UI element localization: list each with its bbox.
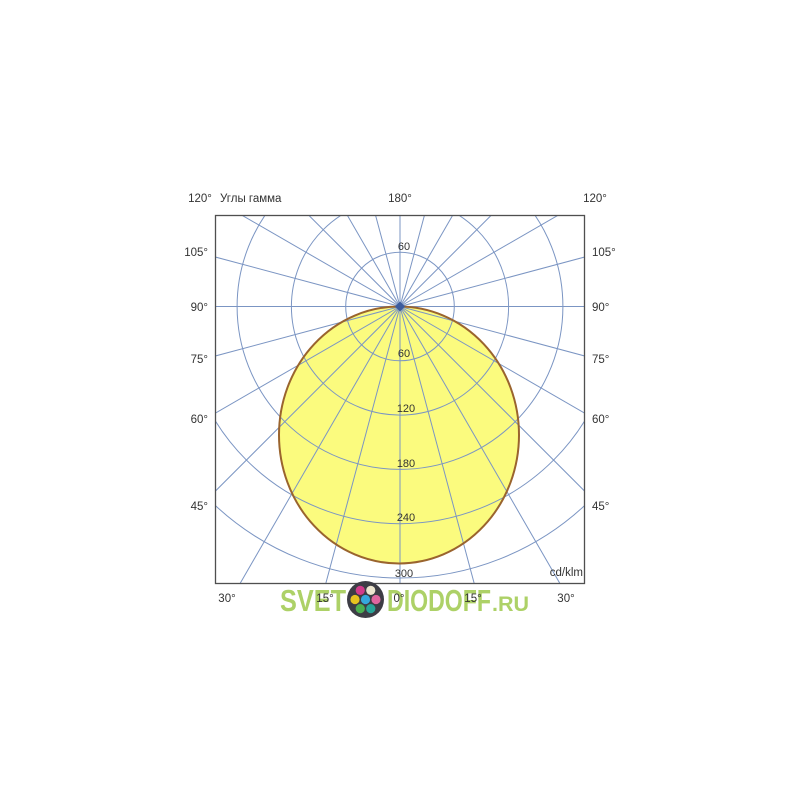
chart-title: Углы гамма <box>220 193 282 205</box>
color-wheel-logo-icon <box>347 581 384 618</box>
grid-ray <box>215 306 401 492</box>
logo-petal-dot <box>350 594 360 605</box>
polar-grid <box>215 215 585 584</box>
logo-petal-dot <box>355 603 365 614</box>
angle-label-left-105: 105° <box>184 247 208 259</box>
angle-label-left-90: 90° <box>191 302 208 314</box>
angle-label-bottom-0: 0° <box>394 593 405 605</box>
radial-tick-120: 120 <box>397 403 415 415</box>
angle-label-bottom-30R: 30° <box>557 593 574 605</box>
unit-label: cd/klm <box>550 567 583 579</box>
angle-label-left-60: 60° <box>191 414 208 426</box>
angle-label-right-90: 90° <box>592 302 609 314</box>
watermark-text-svet: SVET <box>280 583 346 618</box>
grid-ray <box>399 215 425 307</box>
radial-tick-180: 180 <box>397 458 415 470</box>
angle-label-bottom-30L: 30° <box>218 593 235 605</box>
radial-tick-240: 240 <box>397 512 415 524</box>
angle-label-top-center: 180° <box>388 193 412 205</box>
angle-label-top-right: 120° <box>583 193 607 205</box>
grid-ray <box>215 256 401 307</box>
watermark-text-diodoff: DIODOFF <box>387 583 491 618</box>
origin-marker <box>395 301 405 312</box>
grid-ray <box>399 306 585 414</box>
axis-labels: 120° Углы гамма 180° 120° 105° 90° 75° 6… <box>184 193 616 605</box>
distribution-curve-fill <box>279 306 519 564</box>
grid-ray <box>346 215 401 307</box>
grid-ray <box>399 306 561 584</box>
angle-label-top-left: 120° <box>188 193 212 205</box>
grid-ray <box>399 215 559 307</box>
plot-border <box>214 214 586 585</box>
logo-petal-dot <box>366 603 376 614</box>
radial-tick-60: 60 <box>398 348 410 360</box>
logo-petal-dot <box>366 585 376 596</box>
logo-center-dot <box>360 594 371 605</box>
angle-label-right-60: 60° <box>592 414 609 426</box>
grid-ray <box>399 256 585 307</box>
curve-outline-layer <box>278 301 520 565</box>
grid-ray <box>325 306 401 584</box>
grid-ray <box>399 306 475 584</box>
grid-ray <box>399 306 585 357</box>
logo-petal-dot <box>355 585 365 596</box>
angle-label-right-45: 45° <box>592 501 609 513</box>
grid-ray <box>308 215 401 307</box>
angle-label-bottom-15R: 15° <box>464 593 481 605</box>
curve-fill-layer <box>279 306 519 564</box>
watermark-text-ru: .RU <box>492 593 529 616</box>
angle-label-right-75: 75° <box>592 354 609 366</box>
watermark: SVET DIODOFF .RU <box>280 581 529 618</box>
radial-tick-60-upper: 60 <box>398 241 410 253</box>
grid-ray <box>375 215 401 307</box>
grid-ray <box>241 215 401 307</box>
logo-petal-dot <box>371 594 381 605</box>
grid-ray <box>215 306 401 414</box>
grid-ray <box>215 306 401 357</box>
angle-label-bottom-15L: 15° <box>316 593 333 605</box>
grid-ray <box>399 306 585 492</box>
grid-ray <box>399 215 454 307</box>
angle-label-left-45: 45° <box>191 501 208 513</box>
angle-label-left-75: 75° <box>191 354 208 366</box>
radial-tick-300: 300 <box>395 568 413 580</box>
grid-ray <box>399 215 492 307</box>
angle-label-right-105: 105° <box>592 247 616 259</box>
